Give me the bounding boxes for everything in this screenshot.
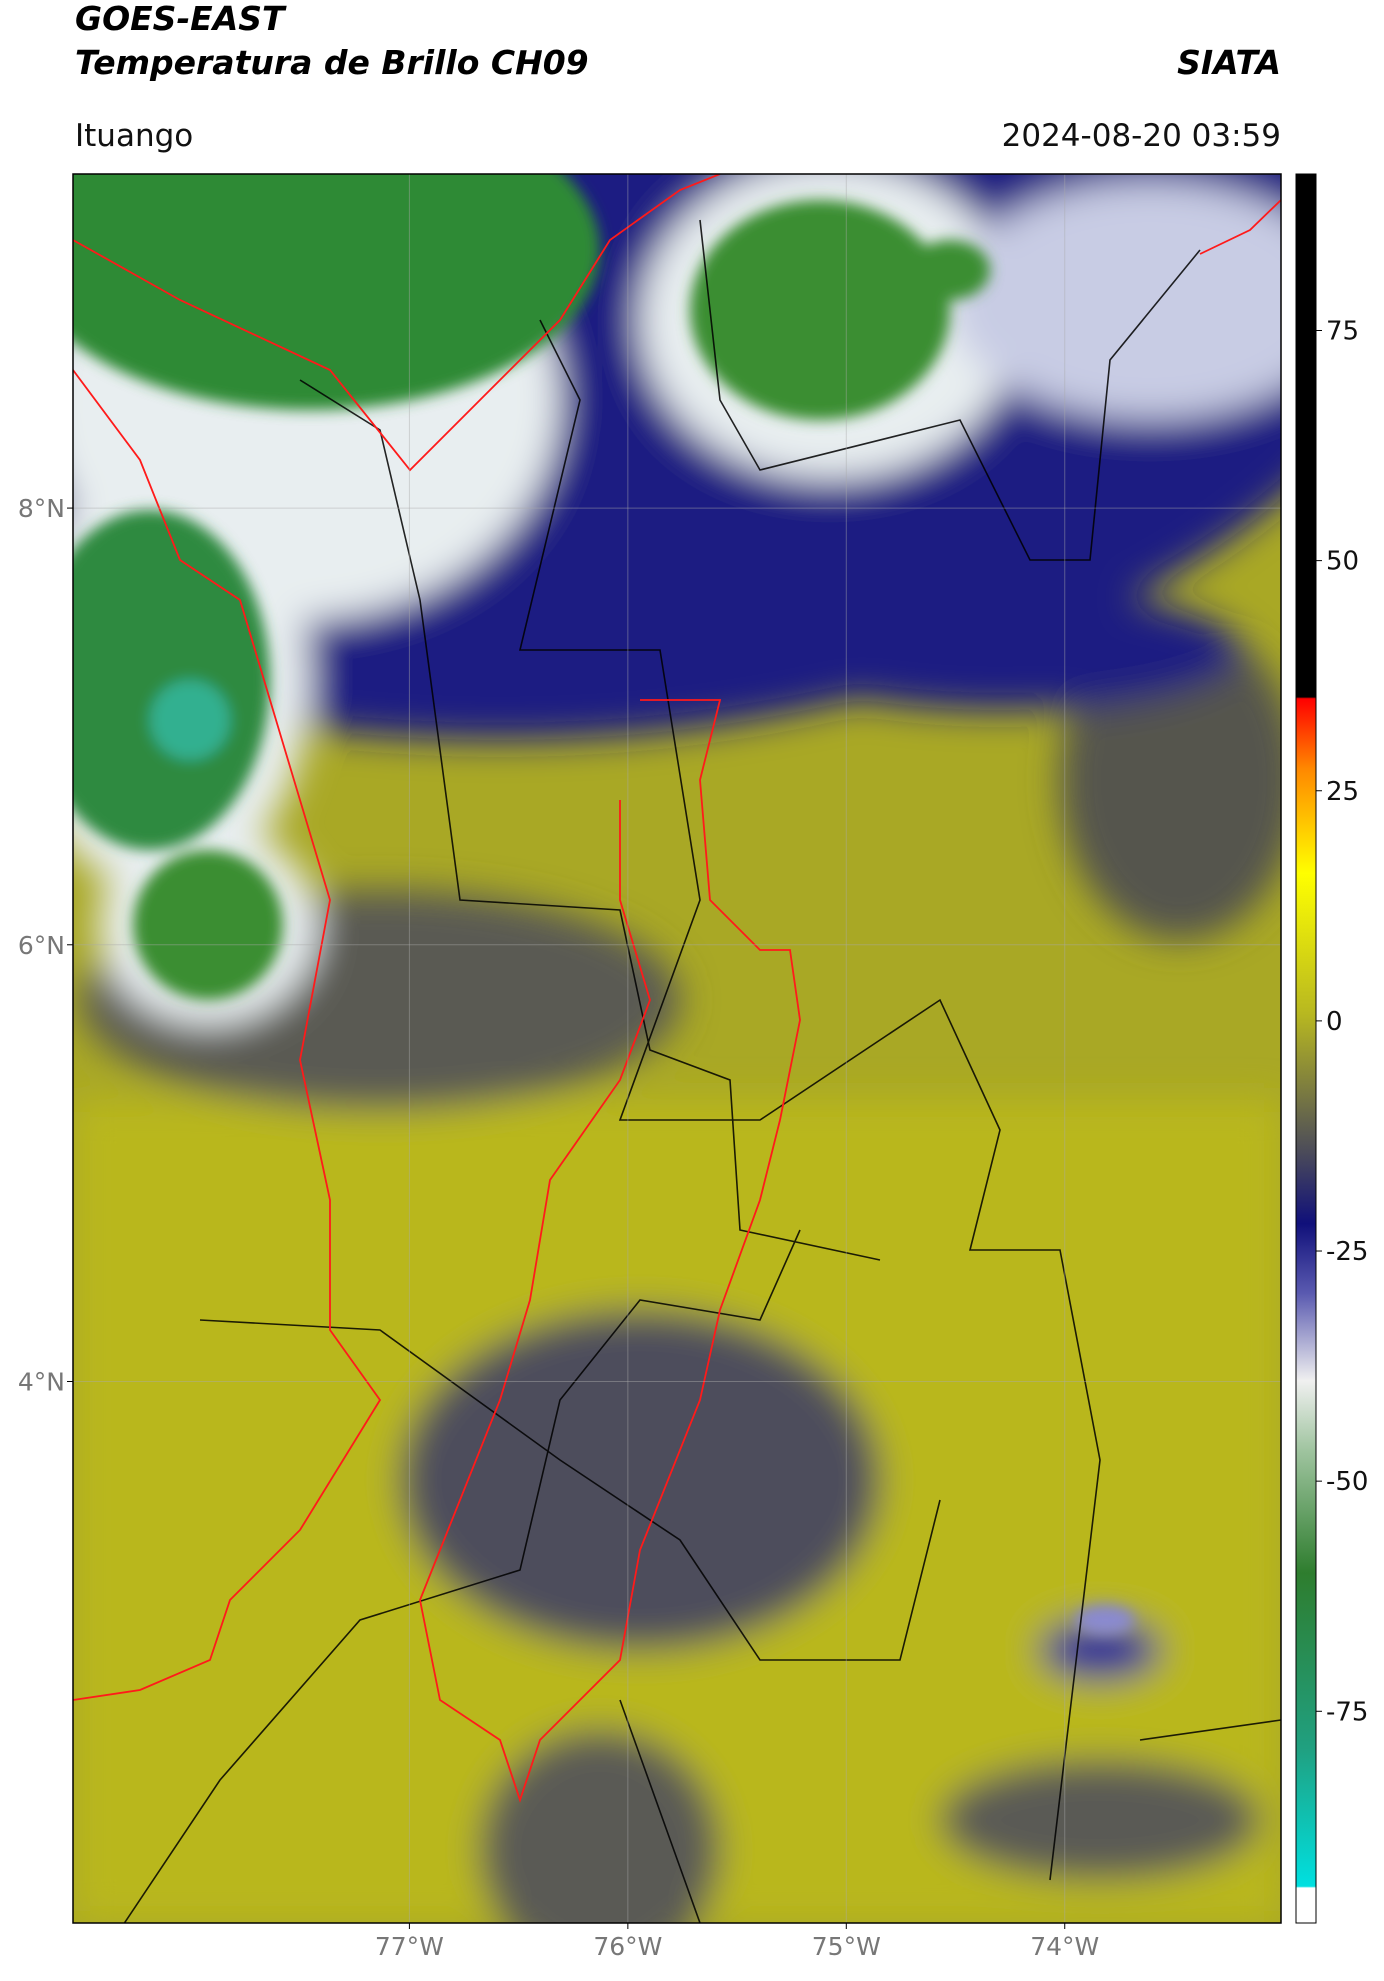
- x-tick-label: 77°W: [375, 1932, 444, 1961]
- x-tick-label: 74°W: [1030, 1932, 1099, 1961]
- colorbar-tick-label: -75: [1326, 1697, 1368, 1727]
- colorbar-tick-label: 50: [1326, 547, 1359, 577]
- map-frame: [72, 173, 1282, 1924]
- y-tick-label: 8°N: [18, 494, 65, 523]
- region: Ituango: [75, 118, 193, 154]
- colorbar-tick-label: 25: [1326, 777, 1359, 807]
- agency: SIATA: [1177, 43, 1281, 82]
- x-tick-label: 75°W: [812, 1932, 881, 1961]
- y-tick-label: 4°N: [18, 1367, 65, 1396]
- colorbar: [1295, 173, 1317, 1924]
- product-title: Temperatura de Brillo CH09: [75, 43, 589, 82]
- x-tick-label: 76°W: [593, 1932, 662, 1961]
- y-tick-label: 6°N: [18, 931, 65, 960]
- colorbar-tick-label: -50: [1326, 1467, 1368, 1497]
- colorbar-tick-label: 0: [1326, 1007, 1343, 1037]
- satellite-title: GOES-EAST: [75, 0, 287, 38]
- graticule: [73, 174, 1281, 1923]
- colorbar-tick-label: 75: [1326, 316, 1359, 346]
- datetime: 2024-08-20 03:59: [1002, 118, 1281, 154]
- colorbar-tick-label: -25: [1326, 1237, 1368, 1267]
